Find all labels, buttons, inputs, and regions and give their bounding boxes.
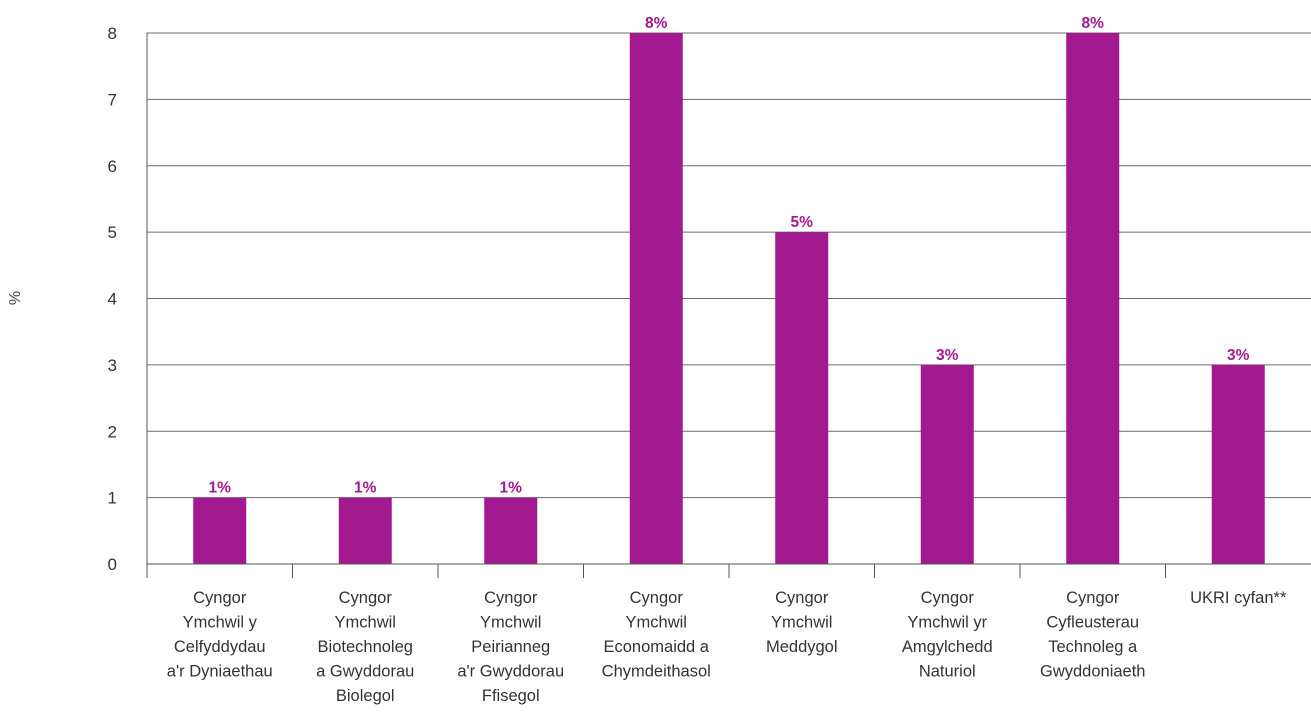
- x-tick-label-line: Economaidd a: [604, 638, 710, 656]
- x-tick-label-line: Ymchwil: [480, 614, 541, 632]
- y-tick-label: 1: [108, 489, 117, 508]
- bar: [193, 497, 247, 564]
- x-tick-label: Cyngor Ymchwil Peirianneg a'r Gwyddorau Ffis…: [457, 589, 564, 705]
- x-tick-label-line: Gwyddoniaeth: [1040, 663, 1146, 681]
- data-label: 8%: [645, 15, 668, 32]
- data-label: 1%: [500, 480, 523, 497]
- x-tick-label-line: Cyngor: [775, 589, 829, 607]
- x-tick-label-line: Cyngor: [630, 589, 684, 607]
- x-tick-label: Cyngor Ymchwil Biotechnoleg a Gwyddorau Biol…: [316, 589, 414, 705]
- bar: [1211, 364, 1265, 564]
- x-tick-label-line: Chymdeithasol: [602, 663, 711, 681]
- x-tick-label: Cyngor Ymchwil yr Amgylchedd Naturiol: [902, 589, 993, 681]
- y-tick-label: 7: [108, 90, 117, 109]
- data-label: 1%: [354, 480, 377, 497]
- x-tick-label-line: Cyngor: [339, 589, 393, 607]
- x-tick-label-line: UKRI cyfan**: [1190, 589, 1287, 607]
- y-axis-label: %: [7, 291, 24, 305]
- x-tick-label-line: Celfyddydau: [174, 638, 266, 656]
- x-tick-label-line: Technoleg a: [1048, 638, 1138, 656]
- x-tick-label-line: a'r Gwyddorau: [457, 663, 564, 681]
- data-label: 8%: [1082, 15, 1105, 32]
- bar: [1066, 33, 1120, 564]
- data-label: 1%: [209, 480, 232, 497]
- bar: [920, 364, 974, 564]
- x-tick-label-line: Biotechnoleg: [318, 638, 413, 656]
- y-tick-label: 6: [108, 157, 117, 176]
- x-tick-label: Cyngor Ymchwil Meddygol: [766, 589, 838, 656]
- y-tick-label: 2: [108, 422, 117, 441]
- bar: [629, 33, 683, 564]
- data-label: 5%: [791, 214, 814, 231]
- y-tick-label: 5: [108, 223, 117, 242]
- x-tick-label: UKRI cyfan**: [1190, 589, 1287, 607]
- x-tick-label-line: Cyngor: [484, 589, 538, 607]
- x-tick-label-line: Amgylchedd: [902, 638, 993, 656]
- x-tick-label-line: Naturiol: [919, 663, 976, 681]
- bars: [193, 33, 1265, 564]
- labels: 0 1 2 3 4 5 6 7 8% 1% Cyngor Ymchwil y Celfyddydau a'…: [7, 15, 1287, 705]
- x-tick-label-line: Peirianneg: [471, 638, 550, 656]
- data-label: 3%: [1227, 347, 1250, 364]
- gridlines: [147, 32, 1311, 499]
- x-tick-label-line: Cyngor: [921, 589, 975, 607]
- bar: [484, 497, 538, 564]
- x-tick-label-line: Ymchwil y: [183, 614, 258, 632]
- x-tick-label: Cyngor Cyfleusterau Technoleg a Gwyddoniaet…: [1040, 589, 1146, 681]
- x-tick-label-line: Ymchwil yr: [907, 614, 987, 632]
- bar: [338, 497, 392, 564]
- y-tick-label: 0: [108, 555, 117, 574]
- x-tick-label: Cyngor Ymchwil Economaidd a Chymdeithasol: [602, 589, 711, 681]
- axes: [146, 33, 1311, 578]
- y-tick-label: 8: [108, 24, 117, 43]
- x-tick-label-line: Ffisegol: [482, 687, 540, 705]
- x-tick-label: Cyngor Ymchwil y Celfyddydau a'r Dyniaethau: [167, 589, 273, 681]
- x-tick-label-line: Cyngor: [193, 589, 247, 607]
- x-tick-label-line: Meddygol: [766, 638, 838, 656]
- x-tick-label-line: a Gwyddorau: [316, 663, 414, 681]
- x-tick-label-line: a'r Dyniaethau: [167, 663, 273, 681]
- x-tick-label-line: Biolegol: [336, 687, 395, 705]
- data-label: 3%: [936, 347, 959, 364]
- x-tick-label-line: Ymchwil: [771, 614, 832, 632]
- y-tick-label: 4: [108, 290, 117, 309]
- x-tick-label-line: Ymchwil: [626, 614, 687, 632]
- x-tick-label-line: Cyfleusterau: [1046, 614, 1139, 632]
- y-tick-label: 3: [108, 356, 117, 375]
- x-tick-label-line: Ymchwil: [335, 614, 396, 632]
- x-tick-label-line: Cyngor: [1066, 589, 1120, 607]
- bar: [775, 232, 829, 564]
